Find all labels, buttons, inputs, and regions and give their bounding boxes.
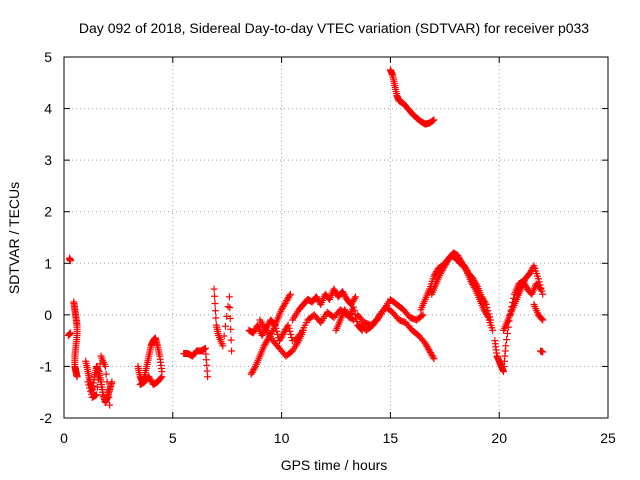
axis-ticks [63, 56, 609, 419]
data-point [85, 381, 93, 389]
data-point [227, 325, 235, 333]
data-point [353, 318, 361, 326]
data-point [538, 287, 546, 295]
data-point [95, 368, 103, 376]
data-point [539, 290, 547, 298]
data-point [503, 329, 511, 337]
data-point [285, 324, 293, 332]
data-point [539, 316, 547, 324]
data-point [430, 116, 438, 124]
data-point [535, 278, 543, 286]
data-point [429, 353, 437, 361]
data-point [211, 307, 219, 315]
data-point [470, 284, 478, 292]
data-point [87, 387, 95, 395]
data-point [67, 257, 75, 265]
data-point [84, 378, 92, 386]
data-point [482, 301, 490, 309]
data-point [224, 303, 232, 311]
data-point [73, 373, 81, 381]
y-tick-label: -2 [40, 410, 53, 426]
data-point [228, 347, 236, 355]
x-axis-label: GPS time / hours [281, 457, 388, 473]
data-point [94, 375, 102, 383]
y-tick-label: 4 [44, 101, 52, 117]
data-point [429, 117, 437, 125]
data-point [483, 312, 491, 320]
data-point [534, 275, 542, 283]
data-point [284, 321, 292, 329]
data-point [430, 355, 438, 363]
data-point [102, 370, 110, 378]
data-point [158, 373, 166, 381]
tick-labels: 0 5 10 15 20 25 -2 -1 0 1 2 3 4 5 [40, 49, 616, 446]
x-tick-label: 10 [274, 430, 290, 446]
data-point [204, 373, 212, 381]
y-tick-label: -1 [40, 358, 53, 374]
plot-frame [63, 56, 609, 419]
data-point [211, 292, 219, 300]
data-point [104, 386, 112, 394]
data-point [94, 383, 102, 391]
data-point [503, 336, 511, 344]
data-point [226, 314, 234, 322]
data-point [86, 384, 94, 392]
data-point [286, 327, 294, 335]
data-point [219, 342, 227, 350]
data-point [489, 326, 497, 334]
data-point [101, 362, 109, 370]
data-point [93, 391, 101, 399]
data-point [221, 322, 229, 330]
data-point [227, 336, 235, 344]
x-tick-label: 25 [600, 430, 616, 446]
x-tick-label: 15 [383, 430, 399, 446]
data-point [287, 330, 295, 338]
x-tick-label: 20 [491, 430, 507, 446]
data-point [105, 393, 113, 401]
data-point [210, 285, 218, 293]
data-point [352, 293, 360, 301]
data-point [348, 315, 356, 323]
data-point [462, 265, 470, 273]
data-point [349, 303, 357, 311]
data-point [418, 312, 426, 320]
data-point [220, 332, 228, 340]
data-point [211, 300, 219, 308]
data-point [536, 281, 544, 289]
data-point [350, 307, 358, 315]
data-point [226, 304, 234, 312]
data-point [419, 311, 427, 319]
data-point [103, 378, 111, 386]
y-tick-label: 0 [44, 307, 52, 323]
y-axis-label: SDTVAR / TECUs [6, 182, 22, 294]
chart-title: Day 092 of 2018, Sidereal Day-to-day VTE… [79, 20, 589, 36]
data-point [537, 284, 545, 292]
data-point [225, 293, 233, 301]
data-point [539, 348, 547, 356]
data-point [251, 364, 259, 372]
x-tick-label: 5 [169, 430, 177, 446]
data-point [502, 342, 510, 350]
y-tick-label: 2 [44, 204, 52, 220]
y-tick-label: 5 [44, 49, 52, 65]
data-points [64, 66, 547, 409]
x-tick-label: 0 [60, 430, 68, 446]
data-point [285, 292, 293, 300]
y-tick-label: 3 [44, 152, 52, 168]
data-point [212, 314, 220, 322]
data-point [351, 294, 359, 302]
data-point [67, 329, 75, 337]
data-point [106, 401, 114, 409]
y-tick-label: 1 [44, 255, 52, 271]
data-point [296, 330, 304, 338]
data-point [538, 315, 546, 323]
data-point [286, 290, 294, 298]
data-point [157, 374, 165, 382]
